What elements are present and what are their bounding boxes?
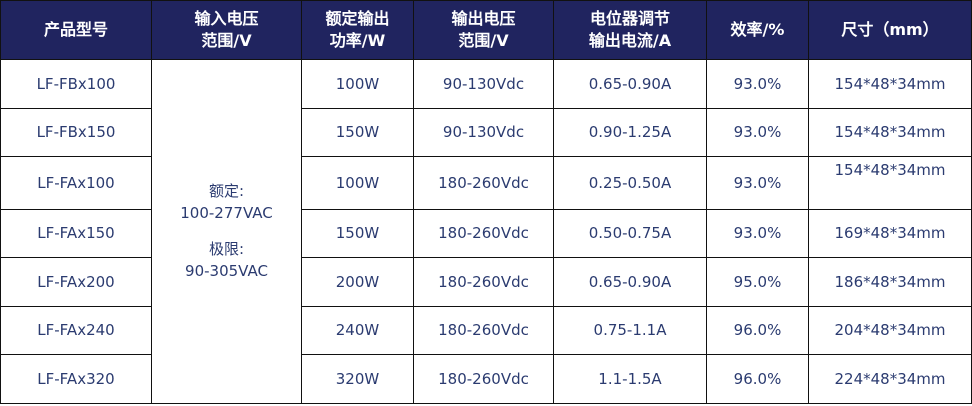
output-voltage-cell: 180-260Vdc	[413, 354, 554, 404]
header-row: 产品型号 输入电压 范围/V 额定输出 功率/W 输出电压 范围/V 电位器调节 输出电…	[0, 0, 972, 60]
rated-value: 100-277VAC	[180, 204, 273, 223]
header-text: 效率/%	[730, 20, 785, 39]
model-cell: LF-FAx150	[0, 208, 152, 258]
model-cell: LF-FAx320	[0, 354, 152, 404]
header-text: 额定输出	[325, 9, 390, 28]
size-cell: 154*48*34mm	[808, 156, 972, 210]
model-cell: LF-FAx200	[0, 257, 152, 307]
efficiency-cell: 93.0%	[706, 156, 809, 210]
efficiency-cell: 96.0%	[706, 354, 809, 404]
size-cell: 154*48*34mm	[808, 107, 972, 157]
table-row: LF-FAx200 200W 180-260Vdc 0.65-0.90A 95.0% 18…	[0, 257, 972, 307]
rated-label: 额定:	[208, 182, 245, 201]
efficiency-cell: 93.0%	[706, 107, 809, 157]
output-current-cell: 0.25-0.50A	[553, 156, 707, 210]
output-voltage-cell: 180-260Vdc	[413, 208, 554, 258]
limit-label: 极限:	[208, 240, 245, 259]
spacer	[152, 224, 301, 238]
header-text: 功率/W	[329, 31, 386, 50]
header-size: 尺寸（mm）	[808, 0, 972, 60]
output-current-cell: 1.1-1.5A	[553, 354, 707, 404]
output-voltage-cell: 90-130Vdc	[413, 59, 554, 109]
size-cell: 169*48*34mm	[808, 208, 972, 258]
power-cell: 100W	[301, 59, 414, 109]
header-text: 范围/V	[201, 31, 252, 50]
power-cell: 150W	[301, 208, 414, 258]
table-row: LF-FAx240 240W 180-260Vdc 0.75-1.1A 96.0% 204…	[0, 305, 972, 355]
model-cell: LF-FAx100	[0, 156, 152, 210]
model-cell: LF-FBx150	[0, 107, 152, 157]
table-row: LF-FBx100 额定: 100-277VAC 极限: 90-305VAC 100W 90…	[0, 59, 972, 404]
table-row: LF-FBx150 150W 90-130Vdc 0.90-1.25A 93.0% 154…	[0, 107, 972, 157]
size-cell: 224*48*34mm	[808, 354, 972, 404]
efficiency-cell: 93.0%	[706, 208, 809, 258]
size-cell: 186*48*34mm	[808, 257, 972, 307]
efficiency-cell: 95.0%	[706, 257, 809, 307]
header-text: 输出电流/A	[588, 31, 672, 50]
output-voltage-cell: 180-260Vdc	[413, 156, 554, 210]
header-efficiency: 效率/%	[706, 0, 809, 60]
header-text: 输出电压	[451, 9, 516, 28]
output-current-cell: 0.65-0.90A	[553, 59, 707, 109]
model-cell: LF-FAx240	[0, 305, 152, 355]
limit-value: 90-305VAC	[185, 262, 268, 281]
header-text: 尺寸（mm）	[841, 20, 939, 39]
header-input-voltage: 输入电压范围/V	[151, 0, 302, 60]
output-voltage-cell: 180-260Vdc	[413, 257, 554, 307]
header-text: 电位器调节	[589, 9, 670, 28]
output-current-cell: 0.90-1.25A	[553, 107, 707, 157]
output-current-cell: 0.50-0.75A	[553, 208, 707, 258]
output-current-cell: 0.75-1.1A	[553, 305, 707, 355]
efficiency-cell: 93.0%	[706, 59, 809, 109]
size-cell: 154*48*34mm	[808, 59, 972, 109]
table-row: LF-FAx150 150W 180-260Vdc 0.50-0.75A 93.0% 16…	[0, 208, 972, 258]
header-text: 输入电压	[194, 9, 259, 28]
power-cell: 100W	[301, 156, 414, 210]
header-text: 产品型号	[43, 20, 108, 39]
output-current-cell: 0.65-0.90A	[553, 257, 707, 307]
header-output-current: 电位器调节输出电流/A	[553, 0, 707, 60]
power-cell: 320W	[301, 354, 414, 404]
table-row: LF-FAx100 100W 180-260Vdc 0.25-0.50A 93.0% 15…	[0, 156, 972, 210]
header-model: 产品型号	[0, 0, 152, 60]
efficiency-cell: 96.0%	[706, 305, 809, 355]
power-cell: 200W	[301, 257, 414, 307]
size-cell: 204*48*34mm	[808, 305, 972, 355]
header-output-voltage: 输出电压范围/V	[413, 0, 554, 60]
model-cell: LF-FBx100	[0, 59, 152, 109]
table-row: LF-FAx320 320W 180-260Vdc 1.1-1.5A 96.0% 224*…	[0, 354, 972, 404]
header-text: 范围/V	[458, 31, 509, 50]
power-cell: 240W	[301, 305, 414, 355]
input-voltage-cell: 额定: 100-277VAC 极限: 90-305VAC	[151, 59, 302, 404]
output-voltage-cell: 180-260Vdc	[413, 305, 554, 355]
power-cell: 150W	[301, 107, 414, 157]
output-voltage-cell: 90-130Vdc	[413, 107, 554, 157]
header-rated-power: 额定输出功率/W	[301, 0, 414, 60]
